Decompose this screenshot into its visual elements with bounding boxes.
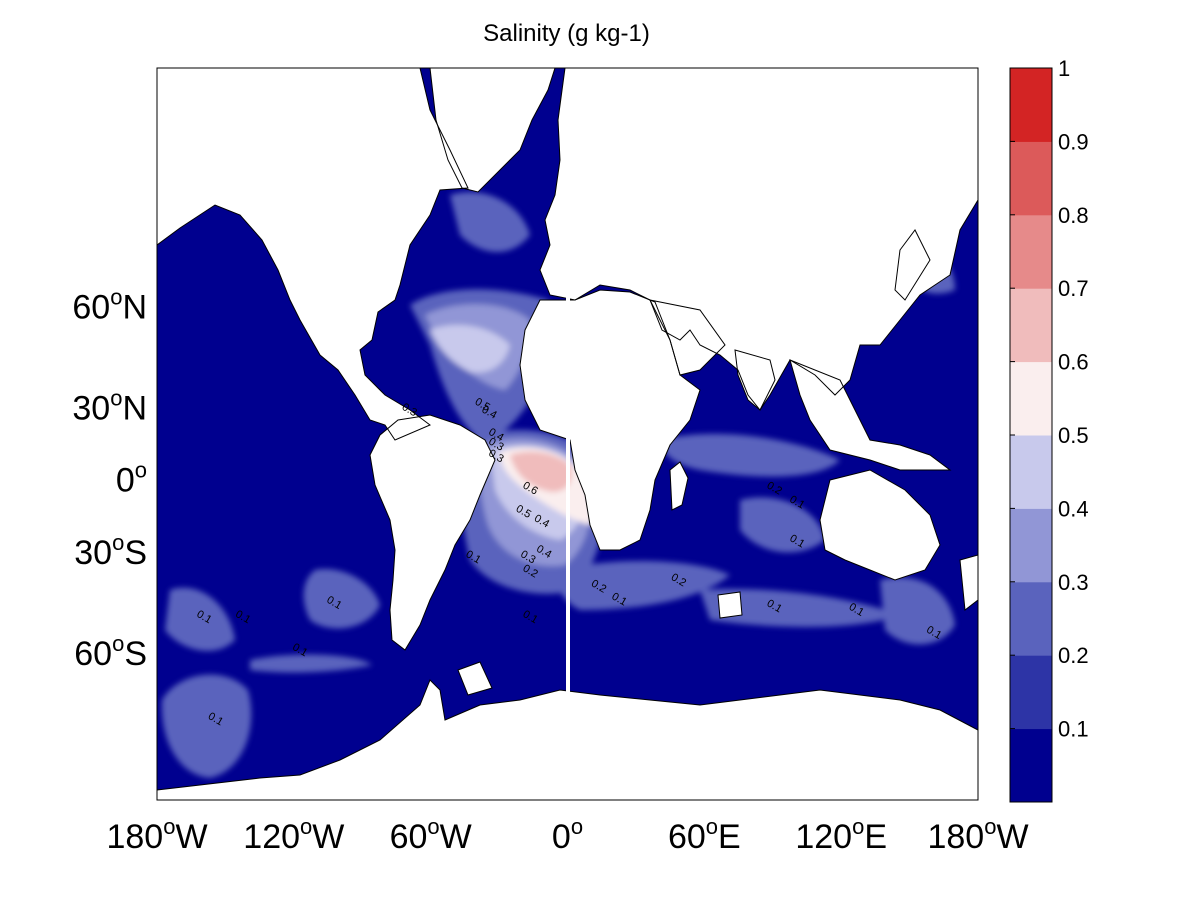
patch-indian-eq xyxy=(660,433,840,477)
colorbar-swatch xyxy=(1010,361,1052,436)
colorbar-tick-label: 0.6 xyxy=(1058,350,1089,375)
lon-tick-label: 120oW xyxy=(243,814,344,856)
colorbar-tick-label: 0.8 xyxy=(1058,203,1089,228)
lon-tick-label: 0o xyxy=(552,814,583,856)
lon-tick-label: 60oW xyxy=(390,814,472,856)
colorbar-tick-label: 0.5 xyxy=(1058,423,1089,448)
colorbar: 0.1 0.2 0.3 0.4 0.5 0.6 0.7 0.8 0.9 1 xyxy=(1009,56,1089,803)
colorbar-tick-label: 0.7 xyxy=(1058,276,1089,301)
map-area: 0.3 0.50.40.40.30.30.60.50.40.30.40.20.10… xyxy=(157,68,978,800)
patch-labrador xyxy=(450,191,530,252)
patch-south-pacific-band xyxy=(303,569,380,629)
land-africa xyxy=(520,290,700,550)
colorbar-swatch xyxy=(1010,655,1052,730)
coastlines xyxy=(157,68,978,800)
lon-tick-label: 120oE xyxy=(795,814,887,856)
patch-agulhas xyxy=(558,560,730,610)
land-north-america xyxy=(157,68,468,440)
land-arabia-coastline xyxy=(649,299,726,376)
land-se-asia-coastline xyxy=(789,359,952,471)
colorbar-swatch xyxy=(1010,214,1052,289)
land-se-asia xyxy=(790,360,950,470)
colorbar-swatch xyxy=(1010,508,1052,583)
patch-south-pacific-west xyxy=(161,674,252,778)
colorbar-swatch xyxy=(1010,581,1052,656)
land-eurasia-coastline xyxy=(539,68,978,411)
land-south-america xyxy=(370,415,495,650)
map-frame xyxy=(156,67,979,801)
colorbar-swatch xyxy=(1010,728,1052,803)
land-japan xyxy=(895,230,930,300)
lat-tick-label: 60oN xyxy=(72,285,147,327)
patch-south-pacific-band-2 xyxy=(165,587,235,651)
lon-axis: 180oW 120oW 60oW 0o 60oE 120oE 180oW xyxy=(106,814,1028,856)
patch-angola-core xyxy=(510,451,572,492)
land-antarctica-coastline xyxy=(157,679,978,800)
lat-tick-label: 60oS xyxy=(74,631,147,673)
lon-tick-label: 180oW xyxy=(106,814,207,856)
colorbar-tick-label: 0.9 xyxy=(1058,129,1089,154)
land-india xyxy=(735,350,775,410)
patch-s-pacific-stripe xyxy=(250,654,372,673)
lat-tick-label: 30oS xyxy=(74,530,147,572)
lat-axis: 60oN 30oN 0o 30oS 60oS xyxy=(72,285,147,673)
colorbar-swatch xyxy=(1010,68,1052,142)
land-eurasia xyxy=(540,68,978,410)
land-north-america-coastline xyxy=(157,68,469,441)
lon-tick-label: 180oW xyxy=(927,814,1028,856)
land-australia xyxy=(820,470,940,580)
land-madagascar-coastline xyxy=(669,461,689,511)
colorbar-tick-label: 0.3 xyxy=(1058,570,1089,595)
patch-north-atlantic-core xyxy=(430,325,510,373)
map-title: Salinity (g kg-1) xyxy=(483,20,650,47)
colorbar-tick-label: 0.2 xyxy=(1058,643,1089,668)
land-tierra-isl-coastline xyxy=(457,661,493,696)
patch-tasman xyxy=(880,577,955,645)
patch-so-indian xyxy=(700,589,900,627)
land-masses xyxy=(157,68,978,800)
land-kerguelen xyxy=(718,592,742,618)
prime-meridian-gap xyxy=(566,68,570,740)
land-japan-coastline xyxy=(894,229,931,301)
colorbar-swatch xyxy=(1010,141,1052,216)
colorbar-swatch xyxy=(1010,435,1052,509)
land-greenland-coastline xyxy=(429,68,556,193)
land-australia-coastline xyxy=(819,469,941,581)
land-south-america-coastline xyxy=(369,414,496,651)
land-india-coastline xyxy=(734,349,776,411)
colorbar-tick-label: 0.4 xyxy=(1058,496,1089,521)
land-kerguelen-coastline xyxy=(717,591,743,619)
lat-tick-label: 30oN xyxy=(72,385,147,427)
lat-tick-label: 0o xyxy=(116,458,147,500)
land-new-zealand xyxy=(960,555,978,610)
patch-indian-south xyxy=(740,497,825,553)
colorbar-tick-label: 1 xyxy=(1058,56,1070,81)
colorbar-swatch xyxy=(1010,288,1052,363)
colorbar-tick-label: 0.1 xyxy=(1058,717,1089,742)
lon-tick-label: 60oE xyxy=(668,814,741,856)
land-new-zealand-coastline xyxy=(959,554,978,611)
land-greenland xyxy=(430,68,555,192)
